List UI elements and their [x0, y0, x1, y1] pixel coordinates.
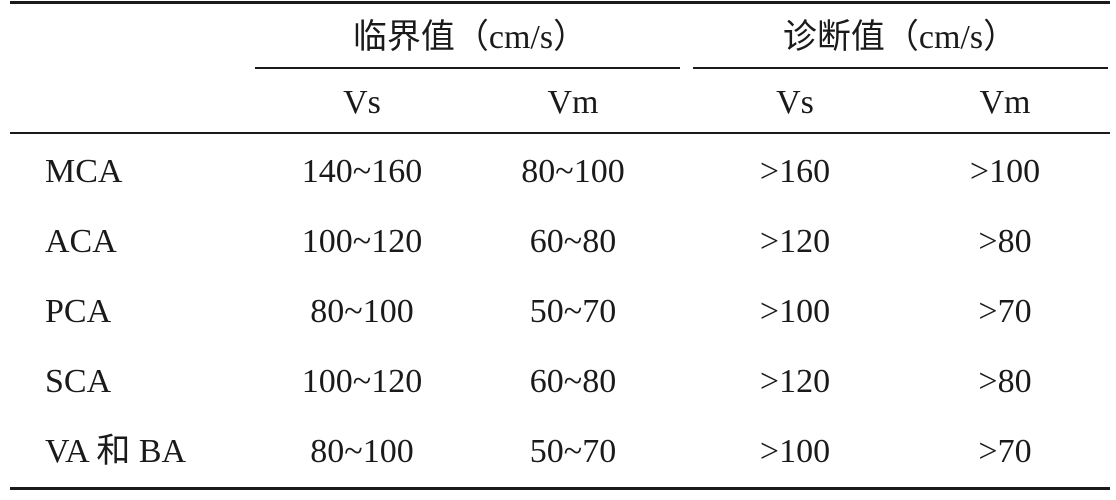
row-label: ACA [45, 223, 117, 260]
column-header: Vm [979, 84, 1031, 121]
column-header: Vs [343, 84, 381, 121]
cell-value: 100~120 [301, 223, 423, 260]
cell-value: >100 [759, 293, 831, 330]
cell-value: 100~120 [301, 363, 423, 400]
cell-value: >100 [969, 153, 1041, 190]
cell-value: 60~80 [529, 363, 617, 400]
group-rule [693, 67, 1108, 69]
cell-value: >120 [759, 223, 831, 260]
group-rule [255, 67, 680, 69]
cell-value: 80~100 [310, 433, 414, 470]
row-label: SCA [45, 363, 112, 400]
cell-value: >80 [978, 223, 1032, 260]
cell-value: 80~100 [310, 293, 414, 330]
cell-value: >70 [978, 433, 1032, 470]
cell-value: 140~160 [301, 153, 423, 190]
column-header: Vm [547, 84, 599, 121]
cell-value: >80 [978, 363, 1032, 400]
row-label: MCA [45, 153, 123, 190]
cell-value: 50~70 [529, 433, 617, 470]
group-header: 诊断值（cm/s） [782, 19, 1018, 56]
row-label: VA 和 BA [45, 433, 187, 470]
cell-value: 50~70 [529, 293, 617, 330]
cell-value: 60~80 [529, 223, 617, 260]
group-header: 临界值（cm/s） [352, 19, 588, 56]
cell-value: >70 [978, 293, 1032, 330]
cell-value: 80~100 [521, 153, 625, 190]
top-rule [10, 1, 1110, 4]
cell-value: >120 [759, 363, 831, 400]
bottom-rule [10, 487, 1110, 490]
header-rule [10, 132, 1110, 134]
column-header: Vs [776, 84, 814, 121]
cell-value: >100 [759, 433, 831, 470]
row-label: PCA [45, 293, 112, 330]
cell-value: >160 [759, 153, 831, 190]
